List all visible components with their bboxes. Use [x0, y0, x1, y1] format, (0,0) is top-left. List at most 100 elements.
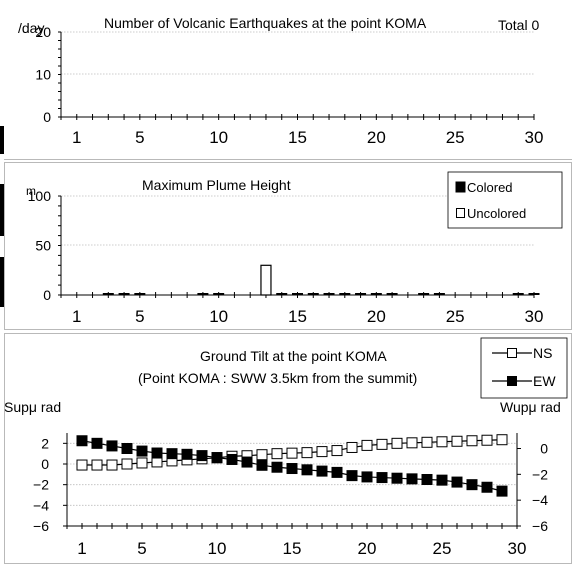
- tilt-chart: −6−4−202−6−4−201 5 10 15 20 25 30 Ground Tilt …: [4, 333, 572, 564]
- point-ew-day-5: [136, 445, 148, 457]
- plume-title: Maximum Plume Height: [142, 177, 291, 193]
- y-tick-label-50: 50: [35, 238, 51, 254]
- point-ew-day-8: [181, 448, 193, 460]
- bar-colored-day-16: [307, 293, 319, 295]
- earthquake-ylabel: /day: [18, 20, 44, 36]
- point-ns-day-3: [106, 459, 118, 471]
- y-tick-label-100: 100: [28, 188, 52, 204]
- legend-box: [480, 337, 568, 399]
- point-ew-day-1: [76, 435, 88, 447]
- point-ns-day-22: [391, 437, 403, 449]
- y-tick-label-10: 10: [35, 67, 51, 83]
- x-tick-label-10: 10: [209, 307, 228, 326]
- point-ew-day-13: [256, 459, 268, 471]
- point-ns-day-1: [76, 459, 88, 471]
- point-ew-day-19: [346, 470, 358, 482]
- bar-colored-day-30: [528, 293, 540, 295]
- y-tick-label-0: 0: [43, 287, 51, 303]
- legend-swatch-colored: [455, 181, 466, 193]
- x-tick-label-15: 15: [288, 307, 307, 326]
- left-edge-mark-3: [0, 257, 4, 307]
- x-tick-label-1: 1: [77, 539, 86, 558]
- legend-label-colored: Colored: [467, 180, 513, 195]
- panel-border: [4, 162, 572, 330]
- x-tick-label-1: 1: [72, 128, 81, 147]
- x-tick-label-1: 1: [72, 307, 81, 326]
- earthquake-chart-panel: 0 10 20 1 5 10 15 20 25 30 /day Number of Volcani…: [4, 0, 572, 160]
- y-left-tick-label--2: −2: [33, 477, 49, 493]
- point-ns-day-17: [316, 446, 328, 458]
- point-ew-day-17: [316, 465, 328, 477]
- plume-ylabel: m: [26, 184, 36, 198]
- bar-colored-day-20: [370, 293, 382, 295]
- point-ew-day-6: [151, 447, 163, 459]
- left-edge-mark-1: [0, 126, 4, 154]
- plume-legend: Colored Uncolored: [447, 171, 563, 229]
- point-ns-day-19: [346, 441, 358, 453]
- bar-colored-day-9: [197, 293, 209, 295]
- point-ns-day-25: [436, 436, 448, 448]
- point-ns-day-13: [256, 449, 268, 461]
- point-ns-day-2: [91, 459, 103, 471]
- tilt-series: [76, 434, 508, 497]
- y-left-tick-label--6: −6: [33, 518, 49, 534]
- point-ew-day-24: [421, 474, 433, 485]
- point-ew-day-15: [286, 463, 298, 475]
- point-ew-day-14: [271, 461, 283, 473]
- point-ew-day-21: [376, 472, 388, 484]
- legend-box: [447, 171, 563, 229]
- point-ew-day-28: [481, 481, 493, 493]
- legend-label-ns: NS: [533, 345, 552, 361]
- legend-swatch-uncolored: [456, 208, 465, 218]
- x-tick-label-20: 20: [367, 307, 386, 326]
- bar-colored-day-10: [213, 293, 225, 295]
- point-ns-day-16: [301, 447, 313, 459]
- point-ew-day-10: [211, 452, 223, 464]
- bar-colored-day-15: [292, 293, 303, 295]
- legend-marker-ew: [507, 376, 517, 386]
- y-right-tick-label-0: 0: [540, 441, 548, 457]
- point-ew-day-16: [301, 464, 313, 476]
- x-tick-label-10: 10: [209, 128, 228, 147]
- point-ns-day-27: [466, 435, 478, 447]
- point-ns-day-24: [421, 436, 433, 448]
- x-tick-label-5: 5: [135, 307, 144, 326]
- plume-bars: [102, 264, 540, 296]
- bar-colored-day-5: [134, 293, 146, 295]
- bar-colored-day-21: [386, 293, 398, 295]
- point-ew-day-4: [121, 443, 133, 454]
- legend-label-uncolored: Uncolored: [467, 206, 526, 221]
- point-ew-day-12: [241, 456, 253, 468]
- panel-border: [4, 333, 572, 564]
- x-tick-label-30: 30: [525, 128, 544, 147]
- x-tick-label-20: 20: [367, 128, 386, 147]
- earthquake-total: Total 0: [498, 17, 539, 33]
- tilt-title: Ground Tilt at the point KOMA: [200, 348, 387, 364]
- plume-chart-panel: 0 50 100 1 5 10 15 20 25 30 m Maximum Plume Heigh…: [4, 162, 572, 330]
- tilt-ylabel-right: Wupμ rad: [500, 399, 561, 415]
- point-ew-day-22: [391, 472, 403, 484]
- point-ew-day-9: [196, 450, 208, 462]
- point-ew-day-29: [496, 485, 508, 497]
- x-tick-label-15: 15: [288, 128, 307, 147]
- point-ns-day-15: [286, 447, 298, 459]
- tilt-axes: −6−4−202−6−4−201 5 10 15 20 25 30: [33, 433, 548, 558]
- point-ns-day-29: [496, 434, 508, 446]
- x-tick-label-15: 15: [283, 539, 302, 558]
- y-left-tick-label-0: 0: [41, 456, 49, 472]
- legend-label-ew: EW: [533, 373, 556, 389]
- bar-colored-day-29: [512, 293, 524, 295]
- earthquake-title: Number of Volcanic Earthquakes at the po…: [104, 15, 427, 31]
- tilt-legend: NS EW: [480, 337, 568, 399]
- point-ew-day-20: [361, 471, 373, 483]
- point-ew-day-2: [91, 437, 103, 449]
- point-ns-day-20: [361, 439, 373, 451]
- x-tick-label-20: 20: [358, 539, 377, 558]
- tilt-subtitle: (Point KOMA : SWW 3.5km from the summit): [138, 370, 417, 386]
- bar-uncolored-day-13: [260, 264, 272, 296]
- y-left-tick-label--4: −4: [33, 497, 49, 513]
- bar-colored-day-14: [276, 293, 288, 295]
- y-left-tick-label-2: 2: [41, 435, 49, 451]
- point-ns-day-28: [481, 434, 493, 446]
